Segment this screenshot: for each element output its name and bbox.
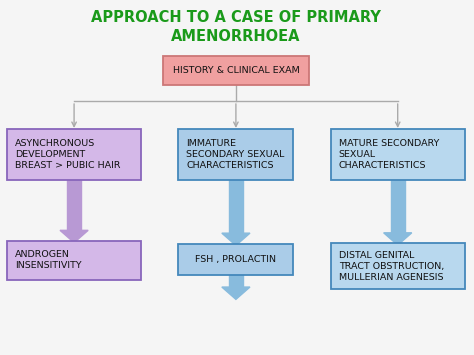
FancyBboxPatch shape [331,244,465,289]
FancyBboxPatch shape [178,244,293,275]
Text: IMMATURE
SECONDARY SEXUAL
CHARACTERISTICS: IMMATURE SECONDARY SEXUAL CHARACTERISTIC… [186,139,285,170]
Text: MATURE SECONDARY
SEXUAL
CHARACTERISTICS: MATURE SECONDARY SEXUAL CHARACTERISTICS [339,139,439,170]
Polygon shape [67,178,81,230]
Text: HISTORY & CLINICAL EXAM: HISTORY & CLINICAL EXAM [173,66,299,75]
Text: ANDROGEN
INSENSITIVITY: ANDROGEN INSENSITIVITY [15,250,82,270]
FancyBboxPatch shape [178,129,293,180]
Polygon shape [383,233,412,245]
Text: FSH , PROLACTIN: FSH , PROLACTIN [195,255,276,264]
Text: APPROACH TO A CASE OF PRIMARY: APPROACH TO A CASE OF PRIMARY [91,10,381,25]
Text: AMENORRHOEA: AMENORRHOEA [171,29,301,44]
Polygon shape [222,287,250,299]
FancyBboxPatch shape [7,129,141,180]
Text: ASYNCHRONOUS
DEVELOPMENT
BREAST > PUBIC HAIR: ASYNCHRONOUS DEVELOPMENT BREAST > PUBIC … [15,139,121,170]
Text: DISTAL GENITAL
TRACT OBSTRUCTION,
MULLERIAN AGENESIS: DISTAL GENITAL TRACT OBSTRUCTION, MULLER… [339,251,444,282]
Polygon shape [60,230,88,243]
FancyBboxPatch shape [7,241,141,280]
Polygon shape [391,178,405,233]
Polygon shape [222,233,250,245]
FancyBboxPatch shape [163,56,309,84]
FancyBboxPatch shape [331,129,465,180]
Polygon shape [229,178,243,233]
Polygon shape [229,273,243,287]
